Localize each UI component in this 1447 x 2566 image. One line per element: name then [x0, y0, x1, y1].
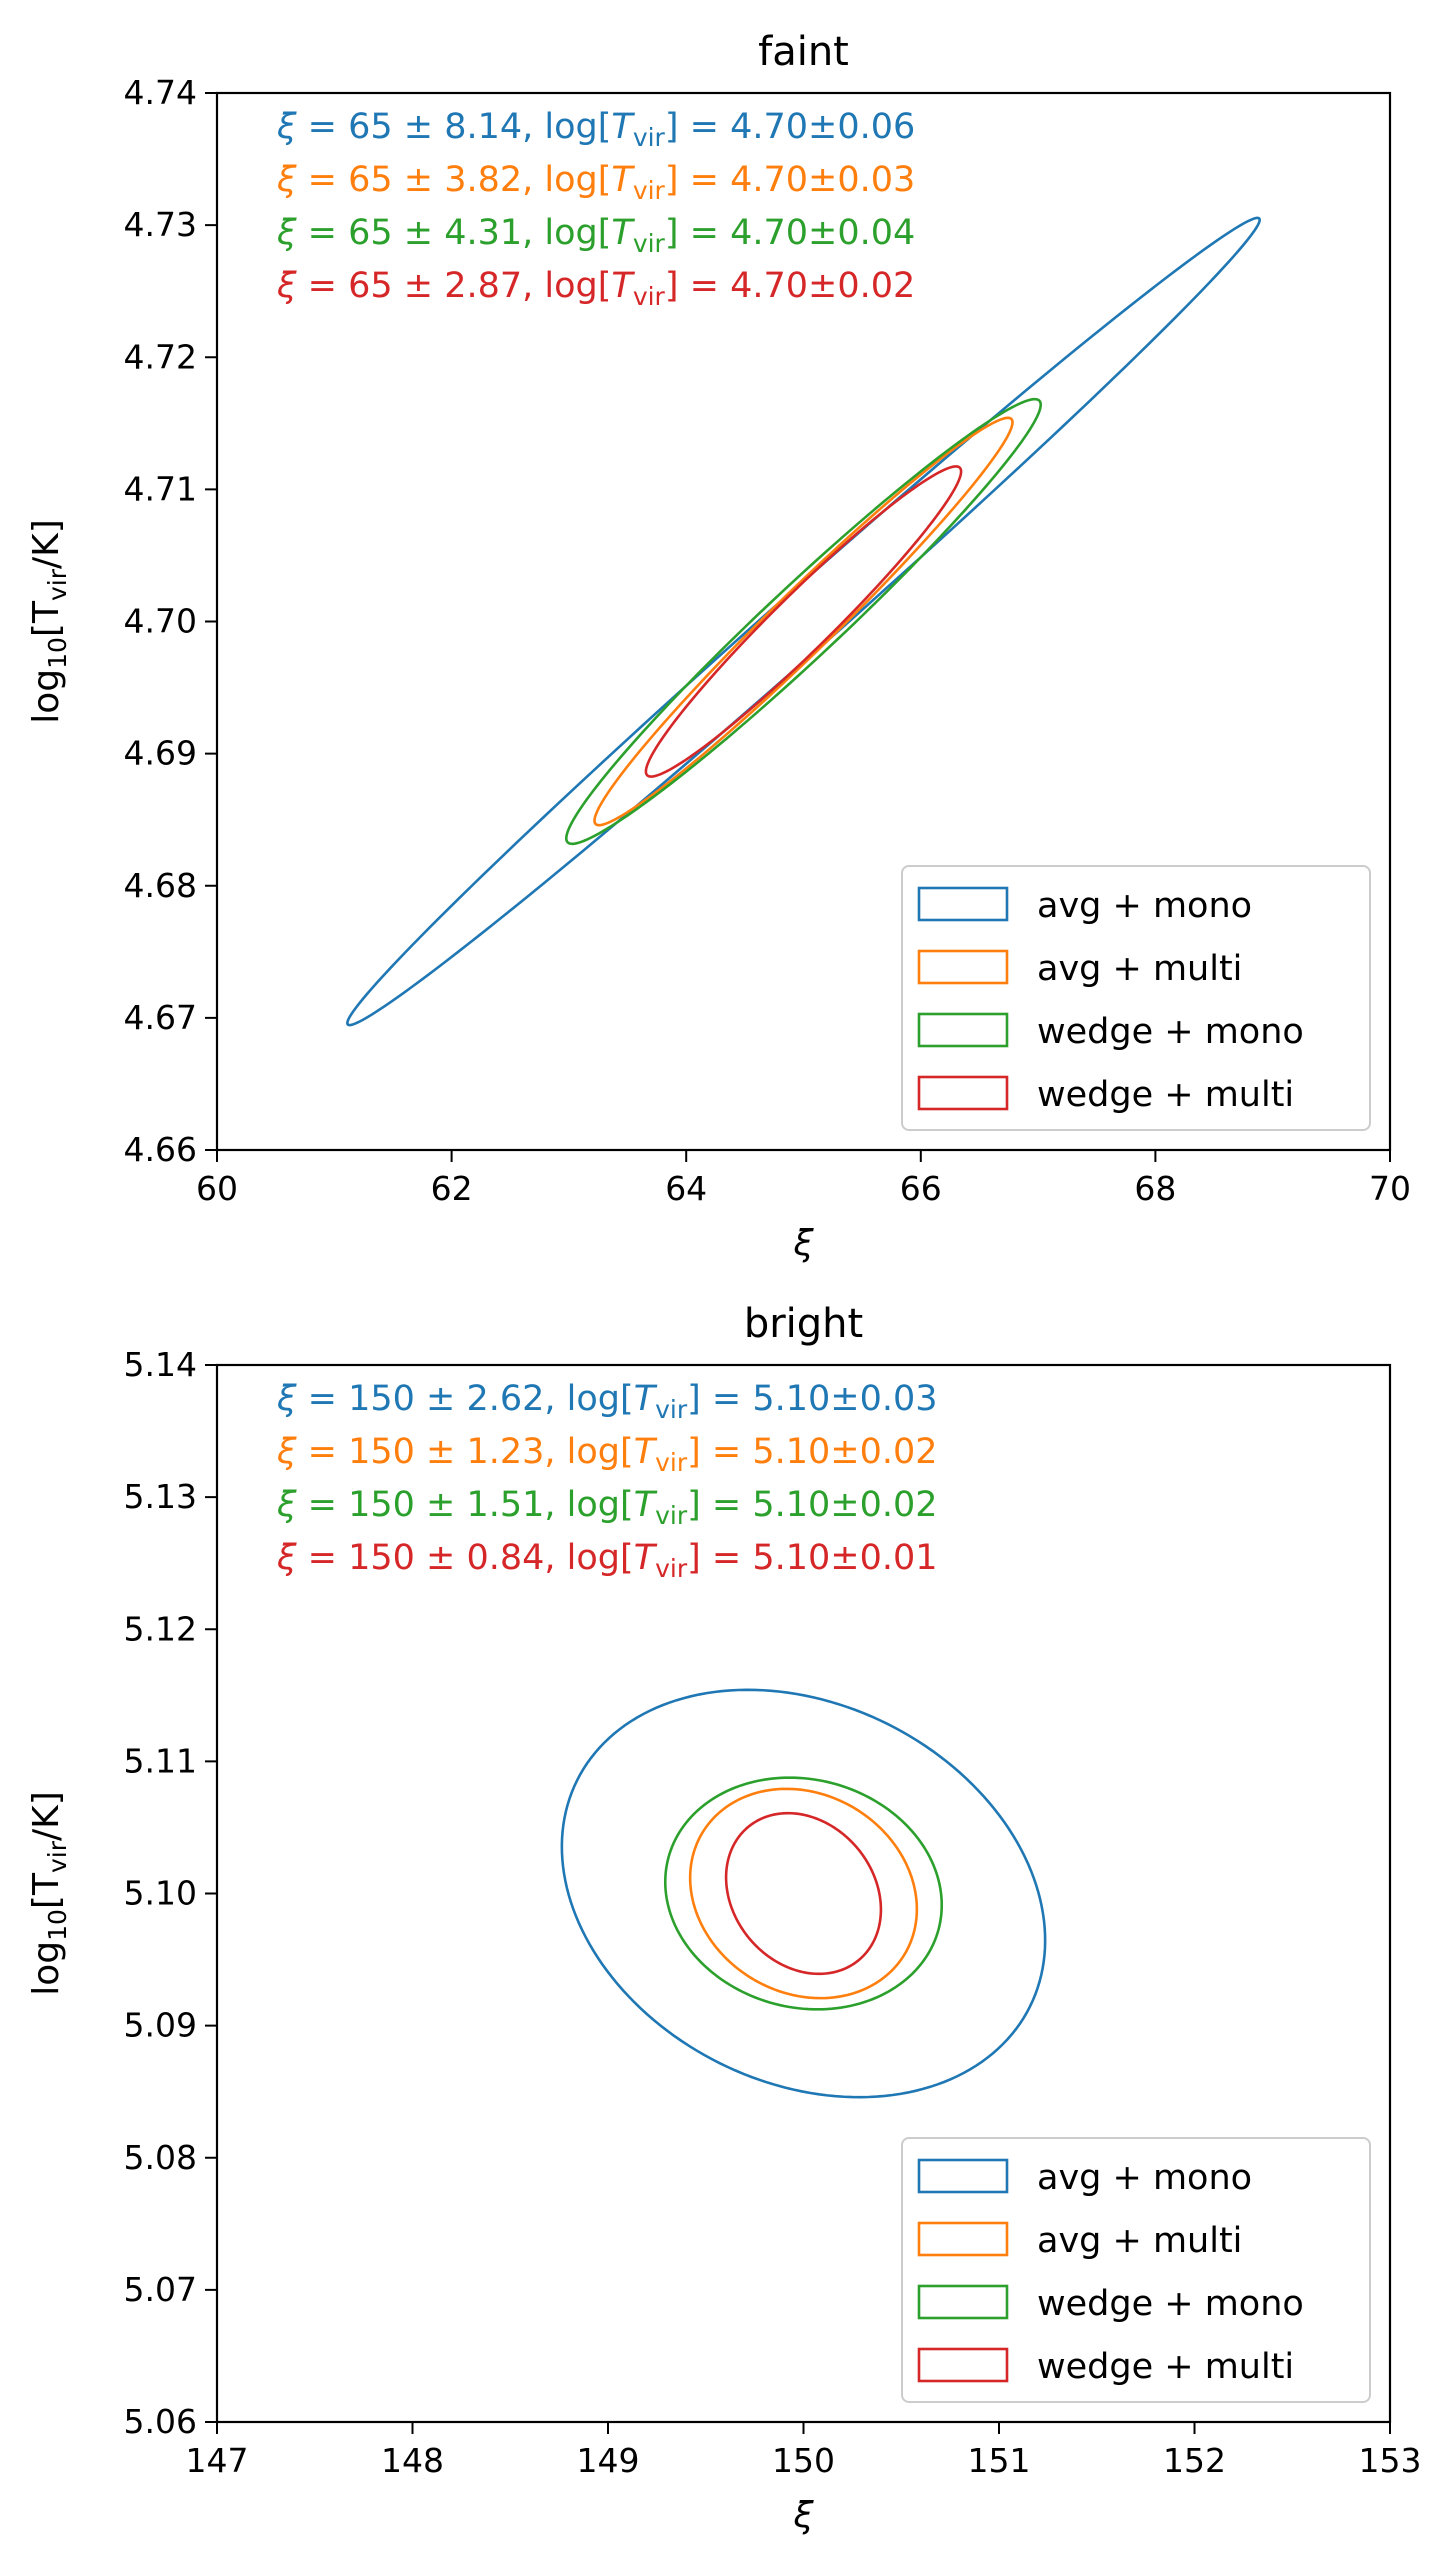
legend: avg + mono avg + multi wedge + mono wedge +… — [901, 2137, 1371, 2403]
x-tick-label: 150 — [772, 2441, 835, 2480]
y-tick-label: 5.08 — [124, 2138, 197, 2177]
y-tick-label: 4.71 — [124, 469, 197, 508]
annotation-4: ξ = 150 ± 0.84, log[Tvir] = 5.10±0.01 — [276, 1538, 938, 1583]
legend-swatch — [917, 1075, 1009, 1111]
y-axis-label: log10[Tvir/K] — [26, 519, 72, 724]
panel-title: faint — [758, 29, 849, 75]
y-tick-label: 5.12 — [124, 1609, 197, 1648]
legend-label: avg + mono — [1037, 2158, 1252, 2198]
legend-swatch — [917, 1012, 1009, 1048]
contour-wedge-mono — [564, 397, 1043, 846]
legend-swatch — [917, 2221, 1009, 2257]
y-tick-label: 4.69 — [124, 734, 197, 773]
annotation-1: ξ = 65 ± 8.14, log[Tvir] = 4.70±0.06 — [276, 107, 915, 152]
x-tick-label: 147 — [186, 2441, 249, 2480]
contour-avg-mono — [346, 216, 1261, 1027]
y-tick-label: 4.68 — [124, 866, 197, 905]
legend-label: wedge + multi — [1037, 1075, 1294, 1115]
x-tick-label: 151 — [968, 2441, 1031, 2480]
y-tick-label: 5.14 — [124, 1345, 197, 1384]
annotation-2: ξ = 65 ± 3.82, log[Tvir] = 4.70±0.03 — [276, 160, 915, 205]
contour-avg-mono — [560, 1688, 1047, 2099]
legend-label: avg + mono — [1037, 886, 1252, 926]
x-tick-label: 66 — [900, 1169, 942, 1208]
y-tick-label: 4.73 — [124, 205, 197, 244]
y-tick-label: 4.70 — [124, 602, 197, 641]
x-tick-label: 64 — [665, 1169, 707, 1208]
legend-swatch — [917, 2347, 1009, 2383]
y-tick-label: 5.09 — [124, 2006, 197, 2045]
panel-faint: faint 60 62 64 66 68 70 4.66 4.67 4.68 4.69 4.70 4.7… — [26, 29, 1411, 1264]
y-tick-label: 5.10 — [124, 1874, 197, 1913]
legend-label: wedge + mono — [1037, 1012, 1304, 1052]
x-tick-label: 70 — [1369, 1169, 1411, 1208]
legend-label: avg + multi — [1037, 2221, 1242, 2261]
legend-box — [901, 865, 1371, 1131]
legend-swatch — [917, 2158, 1009, 2194]
annotation-4: ξ = 65 ± 2.87, log[Tvir] = 4.70±0.02 — [276, 266, 915, 311]
panel-bright: bright 147 148 149 150 151 152 153 5.06 5.07 5.08 5… — [26, 1301, 1422, 2536]
panel-title: bright — [744, 1301, 863, 1347]
annotation-3: ξ = 150 ± 1.51, log[Tvir] = 5.10±0.02 — [276, 1485, 938, 1530]
contour-group — [560, 1688, 1047, 2099]
legend-swatch — [917, 2284, 1009, 2320]
contour-avg-multi — [593, 416, 1014, 827]
x-tick-label: 148 — [381, 2441, 444, 2480]
x-tick-label: 62 — [431, 1169, 473, 1208]
y-tick-label: 5.07 — [124, 2270, 197, 2309]
y-tick-label: 4.74 — [124, 73, 197, 112]
y-tick-label: 4.66 — [124, 1130, 197, 1169]
contour-wedge-mono — [663, 1776, 944, 2011]
annotation-1: ξ = 150 ± 2.62, log[Tvir] = 5.10±0.03 — [276, 1379, 938, 1424]
legend-box — [901, 2137, 1371, 2403]
y-tick-label: 5.06 — [124, 2402, 197, 2441]
x-tick-label: 68 — [1134, 1169, 1176, 1208]
y-tick-label: 4.67 — [124, 998, 197, 1037]
y-tick-label: 5.13 — [124, 1477, 197, 1516]
legend-label: wedge + multi — [1037, 2347, 1294, 2387]
contour-wedge-multi — [644, 465, 963, 778]
contour-wedge-multi — [724, 1811, 883, 1976]
legend: avg + mono avg + multi wedge + mono wedge +… — [901, 865, 1371, 1131]
x-tick-label: 60 — [196, 1169, 238, 1208]
y-axis-label: log10[Tvir/K] — [26, 1791, 72, 1996]
y-tick-label: 5.11 — [124, 1741, 197, 1780]
annotation-2: ξ = 150 ± 1.23, log[Tvir] = 5.10±0.02 — [276, 1432, 938, 1477]
contour-avg-multi — [688, 1787, 919, 2000]
contour-group — [346, 216, 1261, 1027]
x-axis-label: ξ — [792, 2495, 814, 2536]
x-tick-label: 152 — [1163, 2441, 1226, 2480]
x-axis-label: ξ — [792, 1223, 814, 1264]
axes-frame — [215, 91, 1392, 1152]
legend-label: wedge + mono — [1037, 2284, 1304, 2324]
annotation-3: ξ = 65 ± 4.31, log[Tvir] = 4.70±0.04 — [276, 213, 915, 258]
legend-swatch — [917, 949, 1009, 985]
legend-label: avg + multi — [1037, 949, 1242, 989]
legend-swatch — [917, 886, 1009, 922]
x-tick-label: 149 — [577, 2441, 640, 2480]
axes-frame — [215, 1363, 1392, 2424]
x-tick-label: 153 — [1359, 2441, 1422, 2480]
y-tick-label: 4.72 — [124, 337, 197, 376]
